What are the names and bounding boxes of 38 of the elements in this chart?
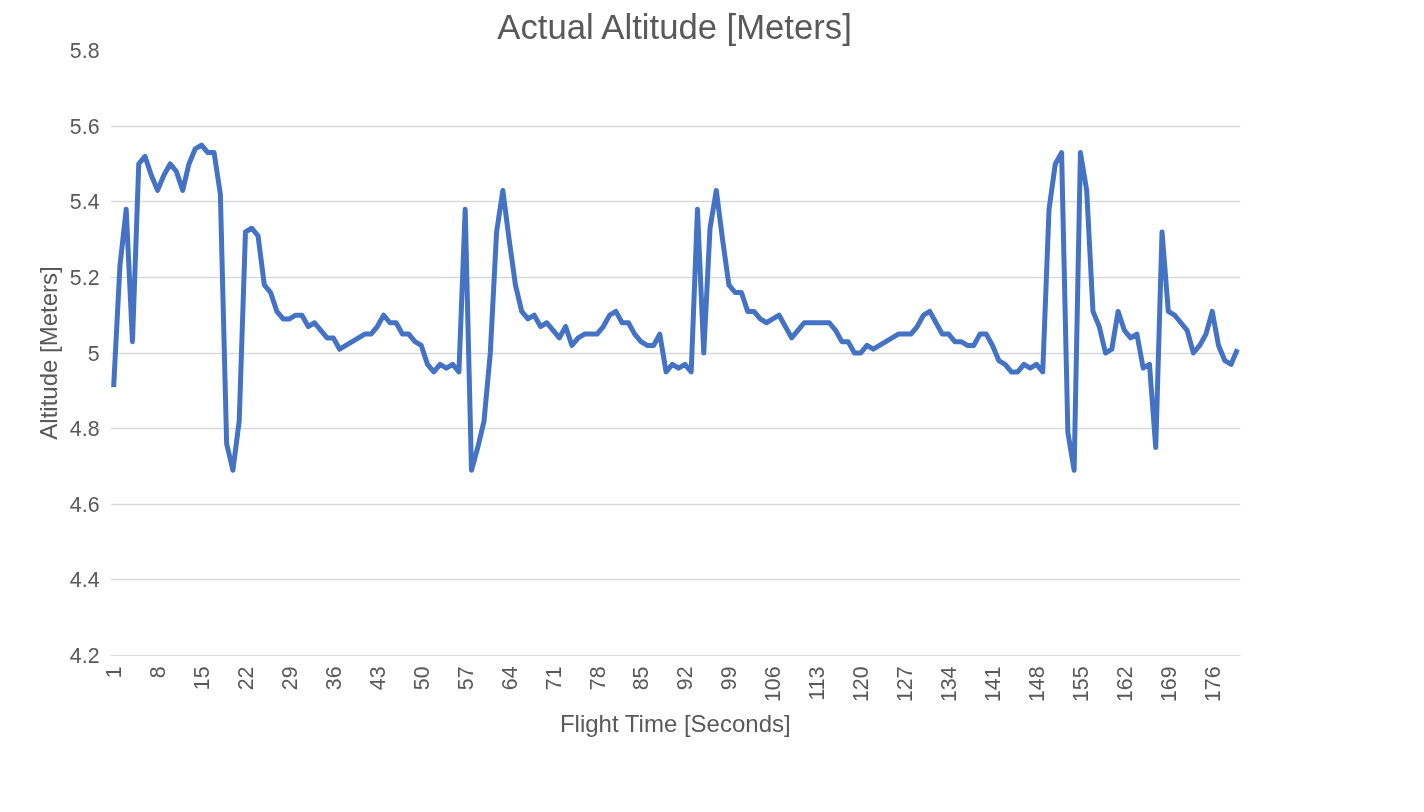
y-tick-label: 5.2 xyxy=(69,265,100,290)
x-tick-label: 57 xyxy=(453,666,478,691)
y-tick-label: 5.6 xyxy=(69,114,100,139)
x-tick-label: 15 xyxy=(190,666,215,691)
y-tick-label: 5 xyxy=(87,341,100,366)
x-tick-label: 36 xyxy=(321,666,346,691)
x-axis-title: Flight Time [Seconds] xyxy=(559,710,791,738)
x-tick-label: 106 xyxy=(761,666,786,703)
x-tick-label: 43 xyxy=(365,666,390,691)
x-tick-label: 134 xyxy=(937,666,962,703)
x-tick-label: 120 xyxy=(849,666,874,703)
chart-title: Actual Altitude [Meters] xyxy=(497,7,852,46)
x-tick-label: 1 xyxy=(102,666,127,679)
x-tick-label: 92 xyxy=(673,666,698,691)
y-axis-title: Altitude [Meters] xyxy=(34,266,62,440)
x-tick-label: 113 xyxy=(805,666,830,701)
y-tick-label: 4.8 xyxy=(69,417,100,442)
x-tick-label: 8 xyxy=(146,666,171,679)
x-tick-label: 127 xyxy=(893,666,918,703)
y-tick-label: 4.2 xyxy=(69,644,100,668)
y-tick-label: 4.4 xyxy=(69,568,100,593)
x-tick-label: 141 xyxy=(981,666,1006,703)
x-tick-label: 50 xyxy=(409,666,434,691)
x-tick-label: 78 xyxy=(585,666,610,691)
x-tick-label: 176 xyxy=(1200,666,1225,703)
x-tick-label: 169 xyxy=(1156,666,1181,703)
y-tick-label: 5.8 xyxy=(69,39,100,63)
x-tick-label: 29 xyxy=(277,666,302,691)
x-tick-label: 148 xyxy=(1024,666,1049,703)
x-tick-label: 162 xyxy=(1112,666,1137,703)
x-tick-label: 155 xyxy=(1068,666,1093,703)
y-tick-label: 5.4 xyxy=(69,190,100,215)
x-tick-label: 22 xyxy=(233,666,258,691)
x-tick-label: 99 xyxy=(717,666,742,691)
x-tick-label: 64 xyxy=(497,666,522,691)
y-tick-label: 4.6 xyxy=(69,492,100,517)
x-tick-label: 85 xyxy=(629,666,654,691)
x-tick-label: 71 xyxy=(541,666,566,691)
